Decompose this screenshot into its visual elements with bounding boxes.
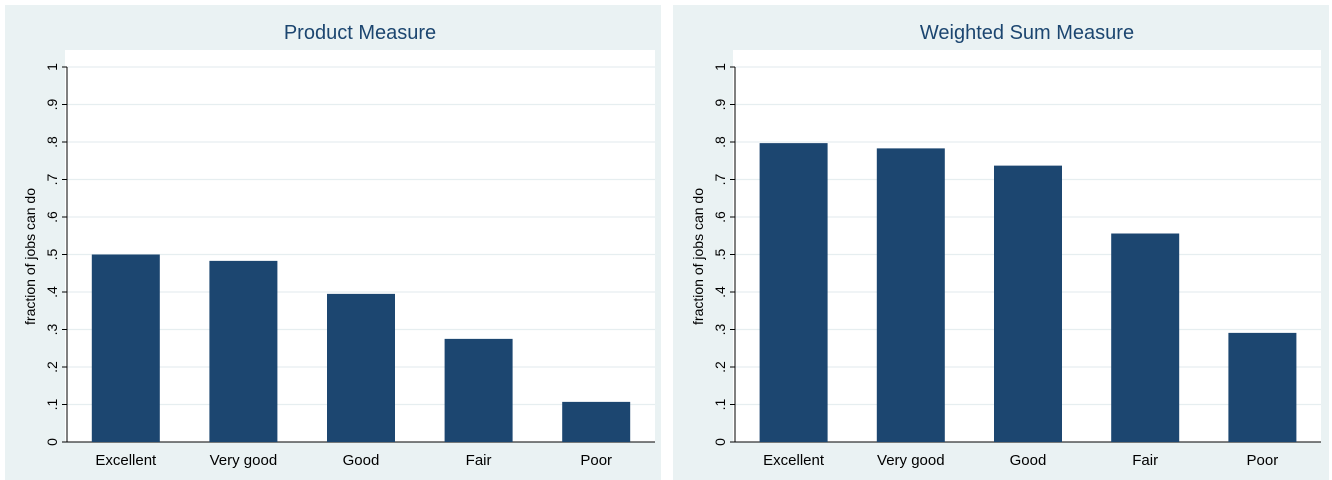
- y-tick-label: .5: [712, 248, 728, 260]
- y-tick-label: .3: [712, 323, 728, 335]
- product-measure-chart: Product Measure 0 .1 .2 .3 .4 .5 .6 .7 .8 .9 1 fract…: [22, 22, 655, 469]
- x-tick-label: Fair: [1132, 452, 1158, 469]
- y-tick-label: 0: [44, 438, 60, 446]
- bar-poor: [1228, 332, 1297, 442]
- y-tick-label: 1: [44, 63, 60, 71]
- x-tick-label: Excellent: [95, 452, 157, 469]
- y-tick-label: .1: [712, 398, 728, 410]
- chart-panel-product: Product Measure 0 .1 .2 .3 .4 .5 .6 .7 .8 .9 1 fract…: [5, 5, 661, 480]
- y-tick-label: .6: [44, 211, 60, 223]
- y-tick-label: .1: [44, 398, 60, 410]
- bar-fair: [444, 338, 513, 442]
- y-tick-label: .7: [44, 173, 60, 185]
- y-tick-label: .9: [44, 98, 60, 110]
- y-tick-label: .8: [44, 136, 60, 148]
- y-tick-label: .8: [712, 136, 728, 148]
- bar-excellent: [759, 143, 828, 442]
- y-axis-label: fraction of jobs can do: [22, 188, 38, 325]
- bar-very-good: [876, 148, 945, 442]
- y-tick-label: .2: [44, 361, 60, 373]
- y-tick-label: .5: [44, 248, 60, 260]
- x-tick-label: Excellent: [763, 452, 825, 469]
- chart-title: Product Measure: [284, 22, 436, 44]
- x-tick-label: Poor: [1247, 452, 1279, 469]
- bar-fair: [1111, 233, 1180, 442]
- x-tick-label: Very good: [877, 452, 945, 469]
- chart-title: Weighted Sum Measure: [920, 22, 1134, 44]
- y-tick-label: .2: [712, 361, 728, 373]
- chart-panel-weighted-sum: Weighted Sum Measure 0 .1 .2 .3 .4 .5 .6 .7 .8 .9 1…: [673, 5, 1329, 480]
- y-tick-label: 1: [712, 63, 728, 71]
- bar-good: [327, 293, 395, 442]
- y-tick-label: .3: [44, 323, 60, 335]
- bar-good: [994, 165, 1062, 442]
- x-tick-label: Good: [343, 452, 380, 469]
- weighted-sum-measure-chart: Weighted Sum Measure 0 .1 .2 .3 .4 .5 .6 .7 .8 .9 1…: [690, 22, 1321, 469]
- x-tick-label: Very good: [210, 452, 278, 469]
- bar-very-good: [209, 260, 278, 442]
- y-tick-label: .9: [712, 98, 728, 110]
- x-tick-label: Good: [1010, 452, 1047, 469]
- x-tick-label: Poor: [580, 452, 612, 469]
- y-tick-label: .6: [712, 211, 728, 223]
- bar-poor: [562, 401, 631, 442]
- y-axis-label: fraction of jobs can do: [690, 188, 706, 325]
- y-tick-label: .4: [712, 286, 728, 298]
- y-tick-label: .7: [712, 173, 728, 185]
- y-tick-label: 0: [712, 438, 728, 446]
- bar-excellent: [91, 254, 160, 442]
- x-tick-label: Fair: [466, 452, 492, 469]
- y-tick-label: .4: [44, 286, 60, 298]
